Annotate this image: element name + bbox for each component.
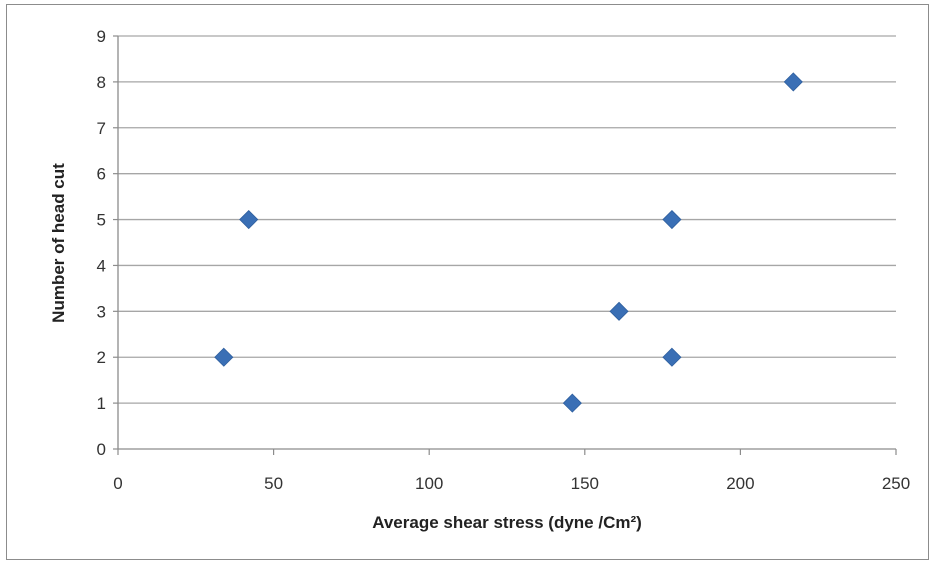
x-tick-label: 0	[113, 474, 122, 493]
y-tick-labels: 0 1 2 3 4 5 6 7 8 9	[97, 27, 106, 459]
y-tick-label: 3	[97, 302, 106, 321]
gridlines	[118, 35, 896, 404]
data-point	[239, 209, 259, 230]
y-tick-label: 5	[97, 211, 106, 230]
data-points	[214, 72, 803, 413]
data-point	[662, 209, 682, 230]
y-tick-label: 9	[97, 27, 106, 46]
data-point	[562, 393, 582, 413]
y-tick-label: 0	[97, 440, 106, 459]
y-tick-label: 2	[97, 348, 106, 367]
x-tick-label: 200	[726, 474, 754, 493]
x-axis-title: Average shear stress (dyne /Cm²)	[372, 513, 642, 532]
data-point	[783, 72, 803, 92]
x-tick-label: 50	[264, 474, 283, 493]
x-tick-label: 100	[415, 474, 443, 493]
x-tick-label: 150	[571, 474, 599, 493]
y-tick-label: 7	[97, 119, 106, 138]
y-tick-label: 6	[97, 165, 106, 184]
x-tick-label: 250	[882, 474, 910, 493]
data-point	[609, 301, 629, 321]
y-tick-label: 1	[97, 394, 106, 413]
data-point	[214, 347, 234, 367]
axes	[113, 35, 897, 455]
y-tick-label: 8	[97, 73, 106, 92]
x-tick-labels: 0 50 100 150 200 250	[113, 474, 910, 493]
data-point	[662, 347, 682, 367]
chart-frame	[6, 4, 929, 560]
y-axis-title: Number of head cut	[49, 163, 68, 323]
y-tick-label: 4	[97, 256, 106, 275]
